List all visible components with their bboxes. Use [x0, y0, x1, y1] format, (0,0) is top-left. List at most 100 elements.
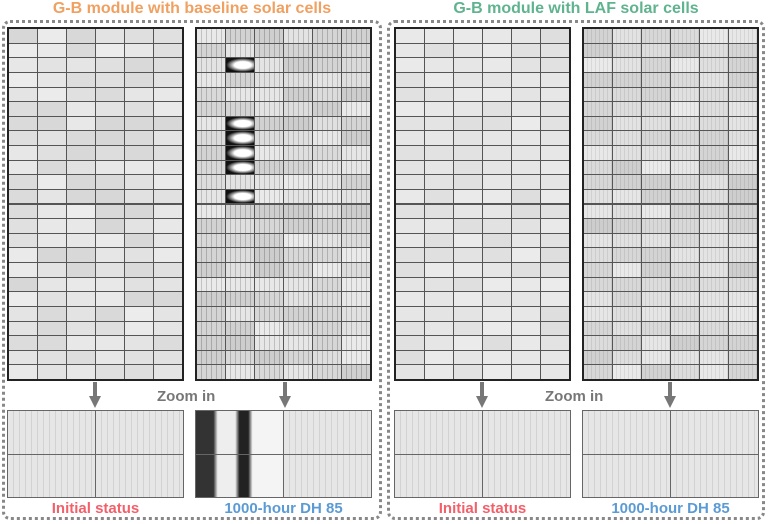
solar-cell [226, 160, 254, 175]
solar-cell [154, 365, 182, 379]
solar-cell [67, 116, 95, 131]
solar-cell [396, 321, 424, 336]
solar-cell [425, 292, 453, 306]
solar-cell [700, 336, 728, 350]
solar-cell [38, 146, 66, 160]
solar-cell [454, 29, 482, 43]
solar-cell [284, 87, 312, 102]
solar-cell [584, 219, 612, 233]
solar-cell [483, 350, 511, 365]
solar-cell [154, 43, 182, 58]
solar-cell [584, 204, 612, 219]
solar-cell [396, 248, 424, 262]
solar-cell [9, 263, 37, 277]
solar-cell [255, 233, 283, 248]
solar-cell [313, 175, 341, 189]
solar-cell [154, 306, 182, 321]
solar-cell [197, 43, 225, 58]
solar-cell [342, 219, 370, 233]
solar-cell [284, 175, 312, 189]
solar-cell [671, 43, 699, 58]
solar-cell [342, 146, 370, 160]
solar-cell [96, 263, 124, 277]
solar-cell [512, 292, 540, 306]
solar-cell [226, 292, 254, 306]
solar-cell [700, 175, 728, 189]
solar-cell [483, 43, 511, 58]
solar-cell [729, 292, 757, 306]
solar-cell [67, 321, 95, 336]
solar-cell [9, 87, 37, 102]
solar-cell [642, 263, 670, 277]
arrow-down-icon [89, 382, 101, 408]
solar-cell [9, 160, 37, 175]
solar-cell [313, 87, 341, 102]
solar-cell [96, 365, 124, 379]
solar-cell [396, 350, 424, 365]
solar-cell [700, 321, 728, 336]
solar-cell [425, 43, 453, 58]
solar-cell [154, 336, 182, 350]
solar-cell [584, 160, 612, 175]
solar-cell [541, 175, 569, 189]
solar-cell [67, 102, 95, 116]
zoom-baseline-initial [7, 410, 184, 498]
solar-cell [38, 29, 66, 43]
solar-cell [38, 248, 66, 262]
solar-cell [125, 350, 153, 365]
solar-cell [9, 189, 37, 203]
solar-cell [671, 29, 699, 43]
solar-cell [671, 321, 699, 336]
solar-cell [541, 29, 569, 43]
solar-cell [96, 175, 124, 189]
solar-cell [284, 29, 312, 43]
solar-cell [154, 321, 182, 336]
solar-cell [671, 219, 699, 233]
solar-cell [613, 336, 641, 350]
solar-cell [613, 160, 641, 175]
solar-cell [700, 72, 728, 87]
zoomed-cell [8, 411, 95, 454]
solar-cell [67, 365, 95, 379]
solar-cell [125, 87, 153, 102]
solar-cell [154, 131, 182, 145]
solar-cell [642, 277, 670, 292]
solar-cell [96, 146, 124, 160]
solar-cell [197, 102, 225, 116]
solar-cell [584, 189, 612, 203]
solar-cell [584, 29, 612, 43]
solar-cell [454, 350, 482, 365]
solar-cell [38, 219, 66, 233]
solar-cell [642, 233, 670, 248]
solar-cell [584, 43, 612, 58]
solar-cell [396, 87, 424, 102]
solar-cell [67, 292, 95, 306]
right-zoom-label: Zoom in [545, 388, 604, 405]
solar-cell [197, 350, 225, 365]
solar-cell [642, 146, 670, 160]
zoomed-cell [671, 454, 758, 497]
solar-cell [671, 58, 699, 72]
solar-cell [483, 146, 511, 160]
solar-cell [642, 365, 670, 379]
zoomed-cell [284, 454, 371, 497]
solar-cell [38, 292, 66, 306]
solar-cell [700, 43, 728, 58]
solar-cell [700, 233, 728, 248]
zoomed-cell [671, 411, 758, 454]
solar-cell [700, 87, 728, 102]
solar-cell [125, 277, 153, 292]
solar-cell [197, 160, 225, 175]
solar-cell [38, 175, 66, 189]
solar-cell [642, 102, 670, 116]
solar-cell [541, 277, 569, 292]
solar-cell [255, 248, 283, 262]
solar-cell [425, 219, 453, 233]
solar-cell [67, 248, 95, 262]
solar-cell [9, 29, 37, 43]
solar-cell [342, 72, 370, 87]
solar-cell [9, 277, 37, 292]
solar-cell [197, 189, 225, 203]
solar-cell [671, 306, 699, 321]
solar-cell [125, 321, 153, 336]
